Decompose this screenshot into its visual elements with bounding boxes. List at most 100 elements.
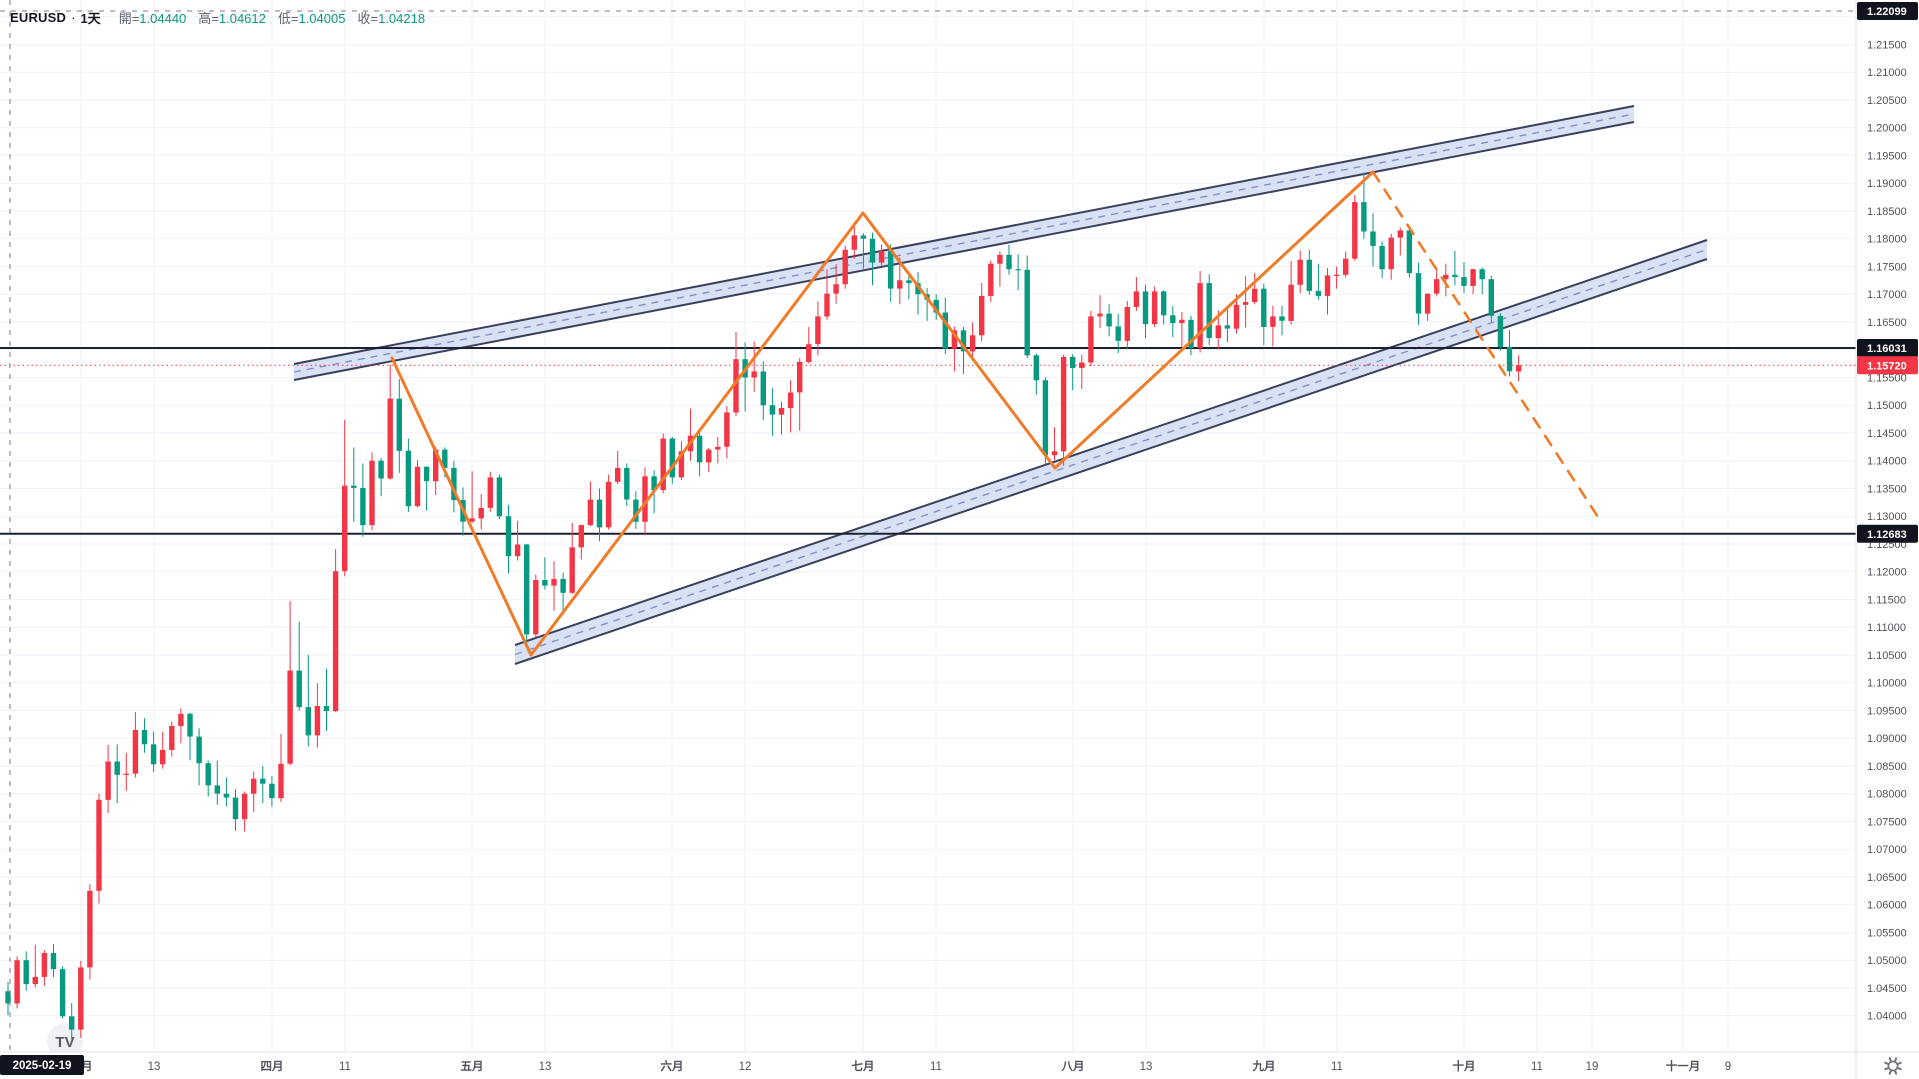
zigzag-trend-drawing[interactable] (390, 170, 1602, 657)
price-tick-label: 1.11500 (1867, 595, 1906, 607)
candle-body (1497, 315, 1504, 347)
candle-body (1224, 325, 1231, 329)
upper-ascending-channel[interactable] (293, 105, 1635, 381)
candle-body (988, 263, 994, 296)
candle-body (114, 761, 120, 775)
zigzag-solid-line[interactable] (390, 170, 1375, 657)
candle-body (1270, 316, 1276, 327)
candle-body (733, 359, 739, 413)
candle-body (469, 518, 475, 522)
candle-body (605, 481, 612, 528)
symbol-name: EURUSD (10, 9, 67, 25)
candle-body (1415, 273, 1422, 314)
crosshair-date-badge-bg (0, 1055, 84, 1075)
candle-body (1215, 325, 1221, 339)
candle-body (587, 499, 594, 526)
candle-body (615, 467, 621, 482)
candle-body (96, 799, 102, 891)
candle-body (169, 726, 175, 750)
price-tick-label: 1.21000 (1867, 67, 1907, 79)
candle-body (642, 476, 648, 522)
symbol-legend[interactable]: EURUSD · 1天 開=1.04440 高=1.04612 低=1.04005 收… (10, 7, 425, 27)
candle-body (1042, 380, 1049, 456)
candle-body (715, 446, 721, 450)
price-tick-label: 1.08500 (1867, 761, 1907, 773)
price-level-badge-lower-text: 1.12683 (1867, 529, 1907, 541)
price-axis-scale[interactable]: 1.21500 1.21000 1.20500 1.20000 1.19500 1.190… (1867, 40, 1907, 1023)
candle-body (1133, 291, 1140, 307)
candle-body (833, 284, 839, 294)
candle-body (906, 280, 912, 284)
time-tick-label: 12 (739, 1061, 752, 1073)
price-tick-label: 1.10000 (1867, 678, 1907, 690)
price-tick-label: 1.06500 (1867, 872, 1907, 884)
candle-body (1033, 355, 1039, 381)
watermark-circle (47, 1023, 83, 1059)
candle-body (1288, 284, 1294, 321)
candle-body (1434, 279, 1440, 294)
candle-body (351, 485, 357, 488)
time-tick-label: 11 (930, 1061, 942, 1073)
candle-body (806, 344, 812, 362)
candle-body (1370, 231, 1376, 246)
candle-body (797, 361, 803, 393)
candle-body (651, 476, 657, 491)
price-tick-label: 1.16500 (1867, 317, 1907, 329)
candle-body (1297, 259, 1303, 285)
candle-body (1079, 362, 1085, 368)
price-tick-label: 1.10500 (1867, 650, 1907, 662)
interval-label: 1天 (80, 10, 101, 26)
price-level-lines[interactable] (0, 347, 1856, 535)
candle-body (1506, 346, 1513, 372)
candle-body (1452, 274, 1458, 277)
lower-ascending-channel[interactable] (514, 239, 1708, 665)
candle-body (1261, 288, 1267, 327)
time-axis-scale[interactable]: 三月13四月11五月13六月12七月11八月13九月11十月1119十一月9 (70, 1059, 1732, 1073)
price-tick-label: 1.15500 (1867, 373, 1907, 385)
candle-body (423, 466, 430, 482)
candle-body (824, 293, 830, 317)
channel-top-border (514, 239, 1708, 646)
candle-body (342, 485, 348, 572)
last-price-badge-bg (1857, 356, 1918, 375)
time-tick-label: 十一月 (1666, 1059, 1701, 1073)
time-tick-label: 13 (1140, 1061, 1153, 1073)
candle-body (933, 299, 939, 313)
gear-tooth (1897, 1061, 1902, 1065)
candle-body (942, 312, 948, 349)
channel-center-dashed-line (514, 248, 1708, 656)
candle-body (41, 953, 48, 977)
channel-bottom-border (293, 121, 1635, 381)
candle-body (496, 477, 503, 517)
time-tick-label: 九月 (1252, 1059, 1276, 1073)
time-tick-label: 13 (539, 1061, 552, 1073)
price-level-badge-lower-bg (1857, 524, 1918, 543)
candle-body (633, 499, 639, 522)
last-price-badge: 1.15720 (1857, 356, 1918, 375)
ohlc-field-2: 低=1.04005 (277, 10, 346, 26)
price-tick-label: 1.17000 (1867, 289, 1907, 301)
candle-body (232, 797, 239, 820)
candle-body (196, 736, 202, 764)
candle-body (1479, 269, 1485, 280)
candle-body (1097, 313, 1103, 317)
candle-body (1006, 254, 1012, 270)
time-axis-background[interactable] (0, 1052, 1856, 1079)
gear-tooth (1884, 1067, 1889, 1071)
ohlc-field-3: 收=1.04218 (357, 10, 426, 26)
candle-body (1333, 274, 1340, 276)
candle-body (1024, 269, 1030, 356)
zigzag-dashed-projection[interactable] (1371, 170, 1602, 522)
candle-body (187, 713, 193, 737)
candle-body (287, 670, 293, 764)
price-tick-label: 1.21500 (1867, 40, 1907, 52)
crosshair-price-badge-text: 1.22099 (1867, 6, 1907, 18)
candle-body (69, 1016, 75, 1030)
candle-body (1106, 313, 1112, 327)
gear-icon[interactable] (1884, 1057, 1902, 1075)
price-tick-label: 1.04000 (1867, 1011, 1907, 1023)
crosshair-date-badge: 2025-02-19 (0, 1055, 84, 1075)
crosshair-date-badge-text: 2025-02-19 (13, 1060, 72, 1072)
candle-body (32, 976, 38, 985)
